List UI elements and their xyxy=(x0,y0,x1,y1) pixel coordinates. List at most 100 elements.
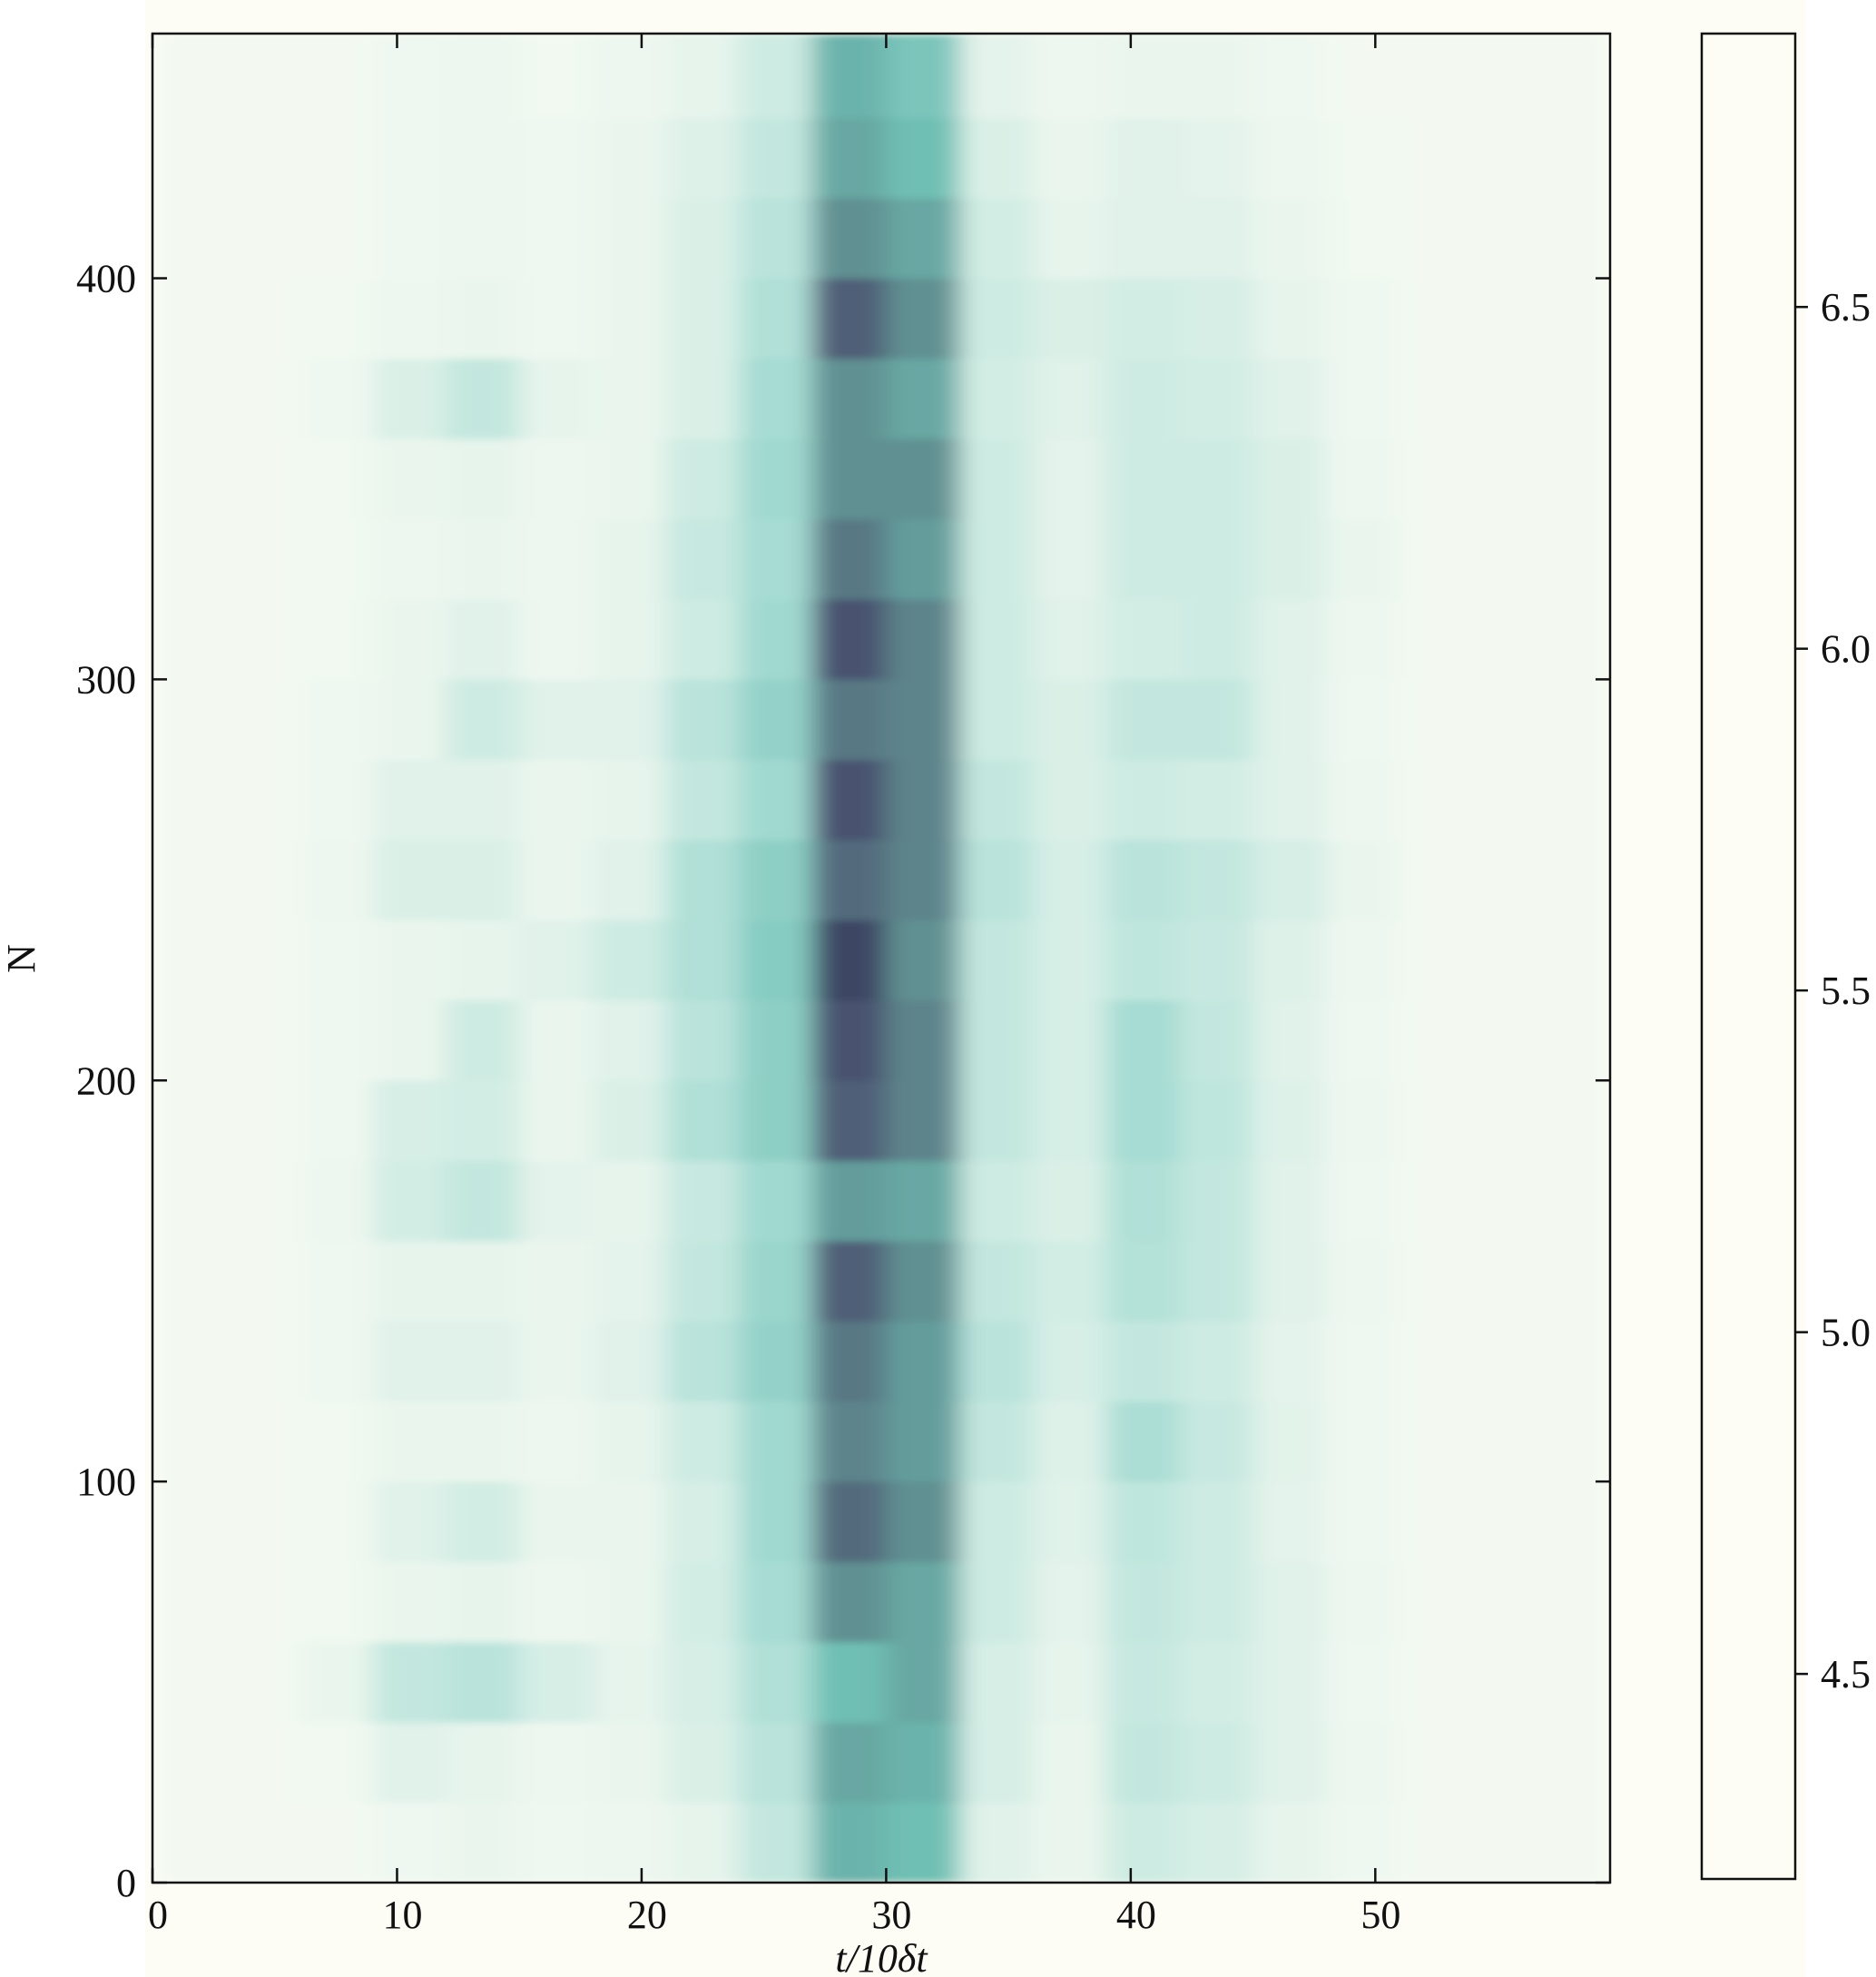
heatmap-cell xyxy=(1473,117,1547,199)
heatmap-cell xyxy=(152,599,227,680)
heatmap-cell xyxy=(1179,679,1254,761)
heatmap-cell xyxy=(225,1080,300,1162)
heatmap-cell xyxy=(886,1160,960,1242)
heatmap-cell xyxy=(152,438,227,520)
heatmap-cell xyxy=(1179,1722,1254,1804)
heatmap-cell xyxy=(593,1561,667,1643)
heatmap-cell xyxy=(665,1080,741,1162)
heatmap-cell xyxy=(886,198,960,280)
heatmap-cell xyxy=(446,1802,520,1883)
heatmap-cell xyxy=(1105,920,1181,1001)
heatmap-cell xyxy=(1400,1160,1474,1242)
heatmap-cell xyxy=(593,679,667,761)
colorbar-tick-label: 4.5 xyxy=(1821,1652,1871,1697)
heatmap-cell xyxy=(299,1160,374,1242)
heatmap-cell xyxy=(959,1802,1034,1883)
heatmap-cell xyxy=(299,840,374,921)
heatmap-cell xyxy=(225,117,300,199)
heatmap-cell xyxy=(593,198,667,280)
heatmap-cell xyxy=(1400,599,1474,680)
heatmap-cell xyxy=(446,599,520,680)
heatmap-cell xyxy=(1033,679,1107,761)
heatmap-cell xyxy=(1400,1561,1474,1643)
heatmap-cell xyxy=(446,358,520,439)
heatmap-cells xyxy=(152,34,1610,1883)
heatmap-cell xyxy=(519,1481,594,1563)
heatmap-cell xyxy=(593,1722,667,1804)
heatmap-cell xyxy=(1473,599,1547,680)
heatmap-cell xyxy=(372,34,447,119)
heatmap-cell xyxy=(1546,1481,1610,1563)
heatmap-cell xyxy=(1473,1401,1547,1482)
heatmap-cell xyxy=(446,840,520,921)
heatmap-cell xyxy=(1105,117,1181,199)
x-tick-label: 30 xyxy=(871,1893,911,1937)
heatmap-cell xyxy=(1179,1080,1254,1162)
heatmap-cell xyxy=(519,1401,594,1482)
heatmap-cell xyxy=(886,34,960,119)
heatmap-cell xyxy=(372,1160,447,1242)
colorbar-tick-label: 6.0 xyxy=(1821,627,1871,672)
heatmap-cell xyxy=(1546,1802,1610,1883)
heatmap-cell xyxy=(593,920,667,1001)
heatmap-cell xyxy=(225,1160,300,1242)
heatmap-cell xyxy=(959,840,1034,921)
heatmap-cell xyxy=(1033,599,1107,680)
heatmap-cell xyxy=(372,198,447,280)
heatmap-cell xyxy=(593,1481,667,1563)
y-tick-label: 100 xyxy=(76,1460,136,1504)
heatmap-cell xyxy=(665,1481,741,1563)
heatmap-cell xyxy=(1473,759,1547,841)
heatmap-cell xyxy=(1400,679,1474,761)
heatmap-cell xyxy=(886,518,960,600)
heatmap-cell xyxy=(1400,438,1474,520)
heatmap-cell xyxy=(1546,278,1610,359)
heatmap-cell xyxy=(959,1080,1034,1162)
heatmap-cell xyxy=(739,358,814,439)
heatmap-cell xyxy=(812,358,887,439)
heatmap-cell xyxy=(593,840,667,921)
heatmap-cell xyxy=(1400,117,1474,199)
heatmap-cell xyxy=(1033,1080,1107,1162)
heatmap-cell xyxy=(1252,1722,1327,1804)
heatmap-cell xyxy=(372,1080,447,1162)
heatmap-cell xyxy=(665,117,741,199)
heatmap-cell xyxy=(1546,34,1610,119)
heatmap-cell xyxy=(1473,1722,1547,1804)
heatmap-cell xyxy=(739,679,814,761)
heatmap-cell xyxy=(1252,34,1327,119)
heatmap-cell xyxy=(1105,1481,1181,1563)
heatmap-cell xyxy=(593,117,667,199)
heatmap-cell xyxy=(446,1080,520,1162)
heatmap-cell xyxy=(372,518,447,600)
heatmap-cell xyxy=(225,1722,300,1804)
heatmap-cell xyxy=(665,999,741,1081)
heatmap-cell xyxy=(812,1802,887,1883)
heatmap-cell xyxy=(1400,759,1474,841)
heatmap-cell xyxy=(1179,1561,1254,1643)
heatmap-cell xyxy=(1546,438,1610,520)
heatmap-cell xyxy=(739,840,814,921)
heatmap-cell xyxy=(1473,198,1547,280)
heatmap-cell xyxy=(372,1722,447,1804)
heatmap-cell xyxy=(1326,999,1400,1081)
heatmap-cell xyxy=(372,1641,447,1723)
heatmap-cell xyxy=(959,679,1034,761)
heatmap-cell xyxy=(593,1641,667,1723)
heatmap-cell xyxy=(299,278,374,359)
heatmap-cell xyxy=(1326,1241,1400,1322)
heatmap-cell xyxy=(152,679,227,761)
heatmap-cell xyxy=(739,999,814,1081)
heatmap-cell xyxy=(152,1641,227,1723)
heatmap-cell xyxy=(1179,1241,1254,1322)
heatmap-cell xyxy=(1546,999,1610,1081)
heatmap-cell xyxy=(886,278,960,359)
heatmap-cell xyxy=(739,198,814,280)
heatmap-cell xyxy=(886,679,960,761)
heatmap-cell xyxy=(1326,1481,1400,1563)
heatmap-cell xyxy=(446,1481,520,1563)
heatmap-cell xyxy=(886,1561,960,1643)
heatmap-cell xyxy=(519,599,594,680)
heatmap-cell xyxy=(1105,1561,1181,1643)
